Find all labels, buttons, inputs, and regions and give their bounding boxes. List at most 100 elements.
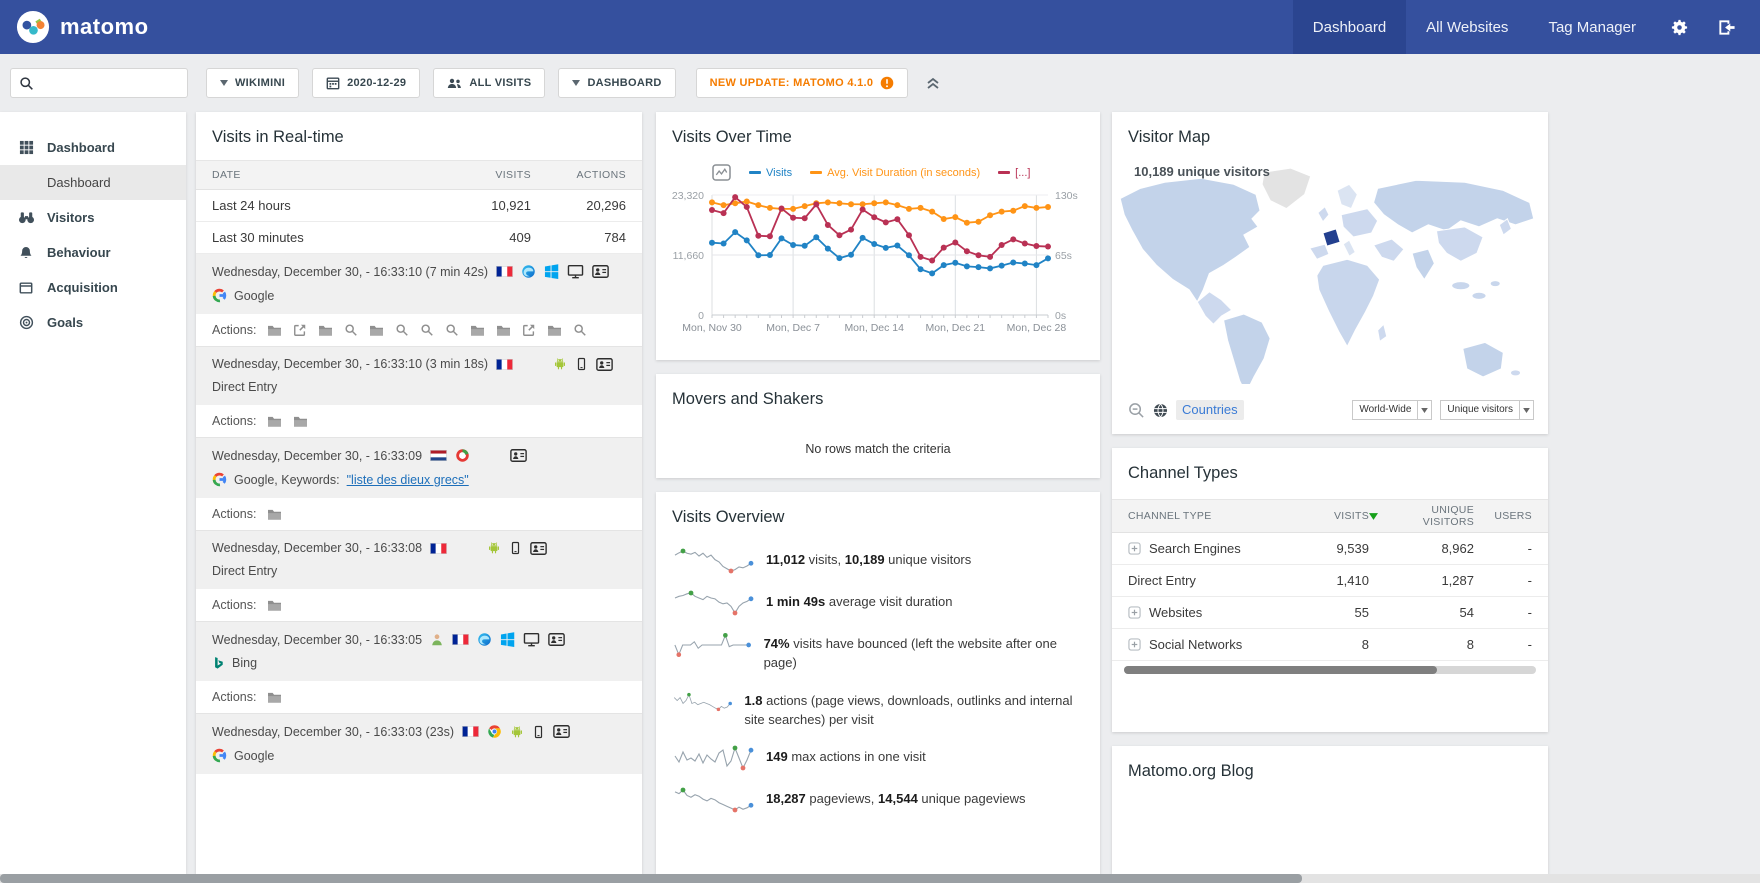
widget-title: Visits Overview <box>672 508 785 526</box>
sidebar-item-label: Dashboard <box>47 140 115 155</box>
col-unique-visitors[interactable]: UNIQUE VISITORS <box>1369 504 1474 528</box>
external-icon[interactable] <box>293 323 307 337</box>
empty-message: No rows match the criteria <box>805 442 951 456</box>
sidebar-item-visitors[interactable]: Visitors <box>0 200 186 235</box>
visit-referrer: Bing <box>232 656 258 670</box>
channel-row[interactable]: Websites 55 54 - <box>1112 597 1548 629</box>
zoom-out-icon[interactable] <box>1128 402 1145 419</box>
channel-label: Search Engines <box>1149 541 1241 556</box>
channel-users: - <box>1527 573 1532 588</box>
nav-dashboard[interactable]: Dashboard <box>1292 0 1407 54</box>
channel-row[interactable]: Social Networks 8 8 - <box>1112 629 1548 661</box>
segment-selector-button[interactable]: ALL VISITS <box>433 68 546 98</box>
external-icon[interactable] <box>522 323 536 337</box>
world-map[interactable] <box>1112 162 1548 384</box>
visit-referrer: Direct Entry <box>212 380 278 394</box>
legend-item[interactable]: Visits <box>749 167 792 179</box>
svg-text:Mon, Nov 30: Mon, Nov 30 <box>682 322 742 334</box>
map-region-select[interactable]: World-Wide <box>1352 400 1433 420</box>
collapse-toolbar-icon[interactable] <box>926 77 940 89</box>
folder-icon[interactable] <box>267 508 282 521</box>
referrer-keyword-link[interactable]: "liste des dieux grecs" <box>346 472 469 487</box>
bell-icon <box>19 246 33 260</box>
legend-dash-icon <box>998 171 1011 174</box>
col-visits[interactable]: VISITS <box>495 169 531 181</box>
sidebar-item-goals[interactable]: Goals <box>0 305 186 340</box>
android-icon <box>553 357 567 371</box>
col-channel-type[interactable]: CHANNEL TYPE <box>1128 510 1212 522</box>
search-action-icon[interactable] <box>420 323 434 337</box>
search-action-icon[interactable] <box>573 323 587 337</box>
folder-icon[interactable] <box>267 691 282 704</box>
sidebar-item-behaviour[interactable]: Behaviour <box>0 235 186 270</box>
signout-icon[interactable] <box>1703 0 1750 54</box>
widget-title: Movers and Shakers <box>672 390 824 408</box>
select-arrow-icon <box>1519 401 1533 419</box>
nav-all-websites[interactable]: All Websites <box>1426 18 1509 36</box>
scrollbar-thumb[interactable] <box>1124 666 1438 674</box>
search-action-icon[interactable] <box>445 323 459 337</box>
overview-text: 149 max actions in one visit <box>766 749 926 765</box>
matomo-logo[interactable]: matomo <box>16 10 149 44</box>
date-picker-button[interactable]: 2020-12-29 <box>312 68 421 98</box>
sparkline <box>674 745 754 771</box>
sidebar-item-dashboard[interactable]: Dashboard <box>0 165 186 200</box>
site-selector-button[interactable]: WIKIMINI <box>206 68 300 98</box>
channel-visits: 55 <box>1354 605 1369 620</box>
map-metric-select[interactable]: Unique visitors <box>1440 400 1534 420</box>
folder-icon[interactable] <box>470 324 485 337</box>
nav-tag-manager[interactable]: Tag Manager <box>1548 18 1636 36</box>
scrollbar-thumb[interactable] <box>0 874 1303 883</box>
countries-link[interactable]: Countries <box>1176 400 1244 420</box>
col-actions[interactable]: ACTIONS <box>576 169 626 181</box>
channels-horizontal-scrollbar[interactable] <box>1124 666 1536 674</box>
target-icon <box>19 315 34 330</box>
folder-icon[interactable] <box>547 324 562 337</box>
overview-list: 11,012 visits, 10,189 unique visitors 1 m… <box>656 540 1100 821</box>
visit-log-entry: Wednesday, December 30, - 16:33:10 (3 mi… <box>196 347 642 405</box>
legend-item[interactable]: Avg. Visit Duration (in seconds) <box>810 167 980 179</box>
visits-over-time-widget: Visits Over Time Visits Avg. Visit Durati… <box>656 112 1100 360</box>
visit-datetime: Wednesday, December 30, - 16:33:03 (23s) <box>212 724 455 739</box>
sidebar-item-acquisition[interactable]: Acquisition <box>0 270 186 305</box>
export-chart-icon[interactable] <box>712 164 731 181</box>
expand-icon[interactable] <box>1128 606 1141 619</box>
folder-icon[interactable] <box>496 324 511 337</box>
overview-item: 18,287 pageviews, 14,544 unique pageview… <box>656 779 1100 821</box>
legend-item[interactable]: [...] <box>998 167 1030 179</box>
search-action-icon[interactable] <box>395 323 409 337</box>
folder-icon[interactable] <box>293 415 308 428</box>
visit-actions-row: Actions: <box>196 589 642 622</box>
settings-gear-icon[interactable] <box>1656 0 1703 54</box>
dashboard-selector-button[interactable]: DASHBOARD <box>558 68 676 98</box>
summary-date: Last 30 minutes <box>212 230 304 245</box>
folder-icon[interactable] <box>267 324 282 337</box>
mibrowser-icon <box>455 448 470 463</box>
channel-row[interactable]: Search Engines 9,539 8,962 - <box>1112 533 1548 565</box>
profile-icon <box>553 725 570 738</box>
svg-text:Mon, Dec 14: Mon, Dec 14 <box>844 322 904 334</box>
channel-users: - <box>1527 605 1532 620</box>
col-users[interactable]: USERS <box>1494 510 1532 522</box>
folder-icon[interactable] <box>267 599 282 612</box>
update-notice-button[interactable]: NEW UPDATE: MATOMO 4.1.0 <box>695 68 909 98</box>
channel-row[interactable]: Direct Entry 1,410 1,287 - <box>1112 565 1548 597</box>
folder-icon[interactable] <box>369 324 384 337</box>
col-visits[interactable]: VISITS <box>1333 510 1369 522</box>
search-action-icon[interactable] <box>344 323 358 337</box>
page-horizontal-scrollbar[interactable] <box>0 874 1760 883</box>
legend-dash-icon <box>810 171 823 174</box>
phone-icon <box>509 541 522 555</box>
search-input[interactable] <box>40 76 195 90</box>
summary-date: Last 24 hours <box>212 198 291 213</box>
expand-icon[interactable] <box>1128 542 1141 555</box>
realtime-table-header: DATE VISITS ACTIONS <box>196 160 642 190</box>
expand-icon[interactable] <box>1128 638 1141 651</box>
folder-icon[interactable] <box>318 324 333 337</box>
profile-icon <box>510 449 527 462</box>
svg-text:0s: 0s <box>1055 310 1066 322</box>
col-date[interactable]: DATE <box>212 169 241 181</box>
folder-icon[interactable] <box>267 415 282 428</box>
desktop-icon <box>567 264 584 279</box>
sidebar-item-dashboard[interactable]: Dashboard <box>0 130 186 165</box>
